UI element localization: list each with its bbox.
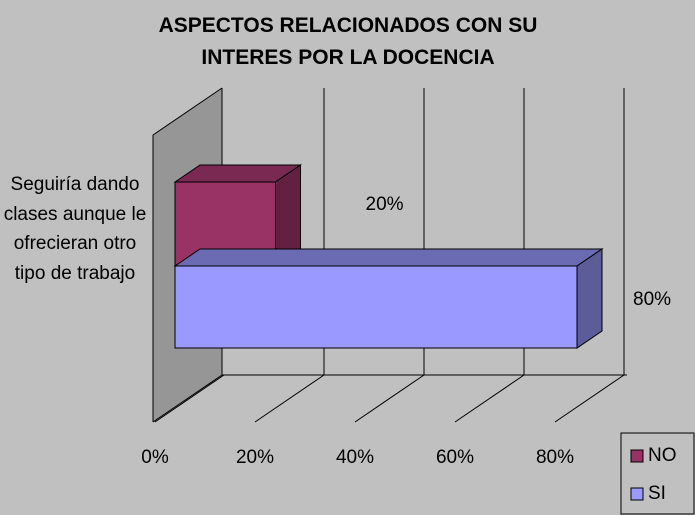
bar-side (576, 248, 603, 349)
grid-line (254, 374, 325, 423)
legend-label: SI (648, 483, 666, 504)
data-label: 80% (633, 289, 671, 310)
legend-label: NO (648, 445, 677, 466)
legend-swatch (630, 487, 644, 501)
x-tick-label: 0% (141, 447, 169, 468)
x-tick-label: 80% (536, 447, 574, 468)
x-tick-label: 20% (236, 447, 274, 468)
wall-edge (152, 87, 223, 136)
data-label: 20% (366, 194, 404, 215)
bar (174, 265, 578, 349)
bar-top (173, 248, 604, 267)
x-tick-label: 60% (436, 447, 474, 468)
category-label: Seguiría dando clases aunque le ofrecier… (3, 174, 147, 284)
grid-line (354, 374, 425, 423)
grid-line (554, 374, 625, 423)
grid-line (154, 374, 225, 423)
x-tick-label: 40% (336, 447, 374, 468)
grid-line (454, 374, 525, 423)
legend-swatch (630, 449, 644, 463)
wall-edge (152, 374, 223, 423)
chart-title: ASPECTOS RELACIONADOS CON SU INTERES POR… (158, 14, 538, 69)
